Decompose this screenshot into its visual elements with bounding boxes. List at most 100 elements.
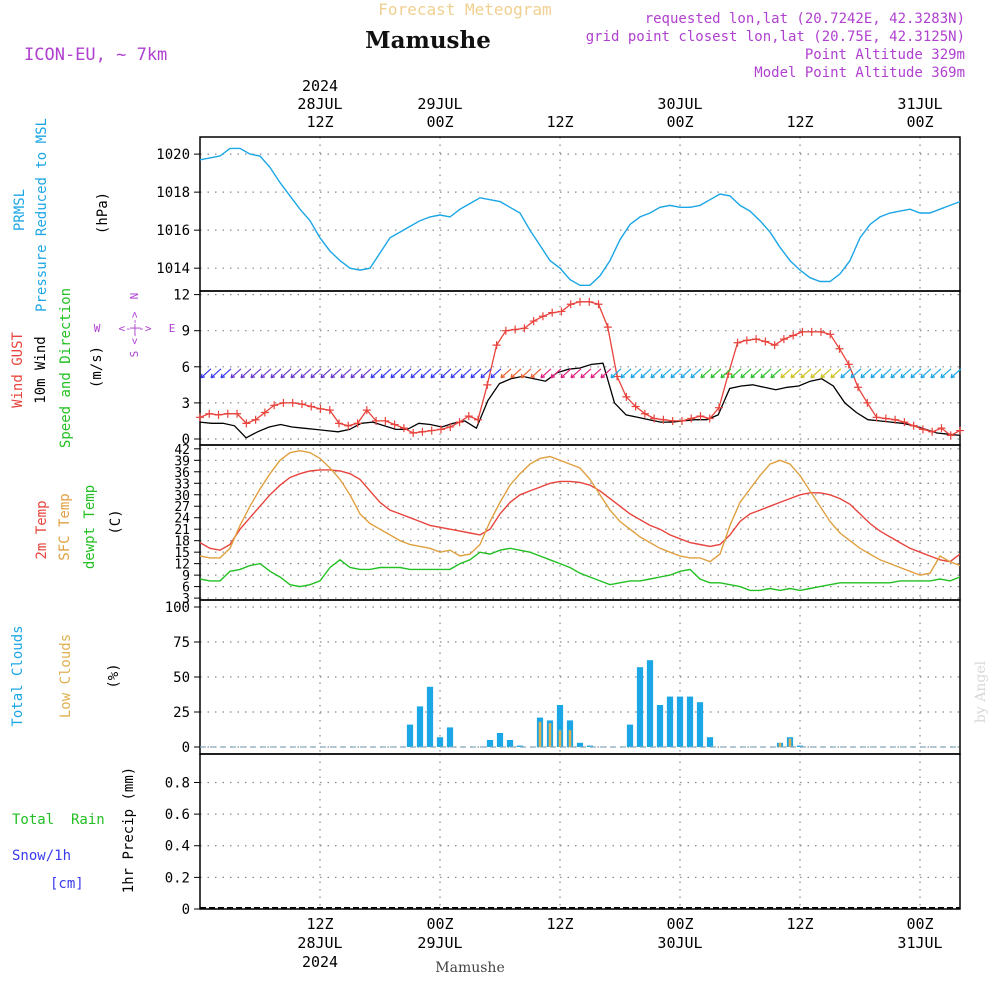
gust-marker: [918, 425, 927, 434]
wind-arrow: [460, 368, 472, 379]
ytick-label-2-11: 36: [174, 466, 190, 481]
ytick-label-1-4: 12: [173, 288, 190, 304]
cloud-bar-total: [446, 727, 454, 747]
cloud-label-total: Total Clouds: [10, 625, 26, 726]
wind-arrow: [580, 368, 592, 379]
cloud-bar-total: [636, 667, 644, 747]
gust-marker: [335, 419, 344, 428]
ytick-label-1-3: 9: [182, 324, 190, 340]
wind-arrow: [230, 368, 242, 379]
gust-marker: [196, 413, 204, 422]
wind-arrow: [400, 368, 412, 379]
ytick-label-1-0: 0: [182, 432, 190, 448]
temp-labels: 2m Temp SFC Temp dewpt Temp (C): [34, 485, 124, 569]
ytick-label-2-2: 9: [182, 569, 190, 584]
gust-marker: [529, 317, 538, 326]
gust-marker: [789, 331, 798, 340]
wind-arrow: [820, 368, 832, 379]
ytick-label-4-3: 0.6: [165, 807, 190, 823]
gust-marker: [538, 312, 547, 321]
ytick-label-2-9: 30: [174, 489, 190, 504]
gust-marker: [807, 327, 816, 336]
temp-line-0: [199, 469, 961, 563]
pressure-line: [199, 147, 961, 286]
wind-arrow: [840, 368, 852, 379]
gust-marker: [548, 308, 557, 317]
top-time-label: 12Z: [786, 113, 813, 131]
ytick-label-2-4: 15: [174, 546, 190, 561]
ytick-label-2-0: 3: [182, 592, 190, 607]
top-time-label: 00Z: [426, 113, 453, 131]
top-time-label: 31JUL: [897, 95, 942, 113]
wind-arrow: [280, 368, 292, 379]
ytick-label-2-1: 6: [182, 581, 190, 596]
bottom-time-label: 12Z: [786, 915, 813, 933]
model-name: ICON-EU, ~ 7km: [24, 45, 167, 65]
wind-arrow: [610, 368, 622, 379]
cloud-bar-low: [778, 742, 782, 747]
wind-arrow: [910, 368, 922, 379]
point-altitude: Point Altitude 329m: [805, 47, 965, 63]
pressure-label-prmsl: PRMSL: [12, 189, 28, 231]
ytick-label-0-1: 1016: [156, 223, 190, 239]
ytick-label-4-2: 0.4: [165, 839, 190, 855]
wind-arrow: [300, 368, 312, 379]
pressure-label-msl: Pressure Reduced to MSL: [34, 118, 50, 312]
ytick-label-3-1: 25: [173, 705, 190, 721]
gust-marker: [761, 337, 770, 346]
wind-label-10m: 10m Wind: [33, 336, 49, 403]
wind-arrow: [550, 368, 562, 379]
model-altitude: Model Point Altitude 369m: [754, 65, 965, 81]
rain-label-snow: Snow/1h: [12, 848, 71, 864]
wind-arrow: [340, 368, 352, 379]
gust-marker: [770, 341, 779, 350]
top-time-label: 12Z: [306, 113, 333, 131]
gust-marker: [594, 300, 603, 309]
gust-marker: [390, 420, 399, 429]
compass-w: W: [94, 322, 101, 335]
gust-marker: [742, 336, 751, 345]
wind-unit: (m/s): [89, 346, 105, 388]
gust-marker: [844, 360, 853, 369]
cloud-bar-total: [676, 696, 684, 747]
gust-marker: [946, 431, 955, 440]
wind-arrow: [450, 368, 462, 379]
ytick-label-2-3: 12: [174, 558, 190, 573]
cloud-bar-total: [646, 660, 654, 747]
wind-arrow: [210, 368, 222, 379]
gust-marker: [826, 330, 835, 339]
wind-arrow: [830, 368, 842, 379]
cloud-bar-low: [568, 730, 572, 747]
cloud-bar-total: [486, 740, 494, 747]
wind-arrow: [380, 368, 392, 379]
wind-arrow: [850, 368, 862, 379]
wind-arrow: [590, 368, 602, 379]
ytick-label-1-1: 3: [182, 396, 190, 412]
gust-marker: [464, 412, 473, 421]
gust-marker: [511, 325, 520, 334]
wind-arrow: [420, 368, 432, 379]
bottom-time-label: 29JUL: [417, 934, 462, 952]
wind-arrow: [330, 368, 342, 379]
ytick-label-2-10: 33: [174, 477, 190, 492]
wind-label-speed: Speed and Direction: [58, 288, 74, 448]
panel-3: 0 25 50 75 100: [165, 599, 961, 756]
gust-marker: [631, 402, 640, 411]
ytick-label-0-0: 1014: [156, 261, 190, 277]
panel-4: 0 0.2 0.4 0.6 0.8: [165, 753, 961, 918]
gust-marker: [325, 406, 334, 415]
gust-marker: [798, 327, 807, 336]
panels: 1014101610181020036912369121518212427303…: [156, 136, 964, 918]
ytick-label-3-4: 100: [165, 600, 190, 616]
gust-marker: [733, 338, 742, 347]
cloud-labels: Total Clouds Low Clouds (%): [10, 625, 122, 726]
wind-arrow: [780, 368, 792, 379]
top-time-label: 29JUL: [417, 95, 462, 113]
wind-arrow: [810, 368, 822, 379]
gust-marker: [353, 419, 362, 428]
top-time-label: 00Z: [906, 113, 933, 131]
gust-marker: [752, 335, 761, 344]
top-time-label: 12Z: [546, 113, 573, 131]
ytick-label-2-5: 18: [174, 535, 190, 550]
location-title: Mamushe: [365, 27, 491, 54]
